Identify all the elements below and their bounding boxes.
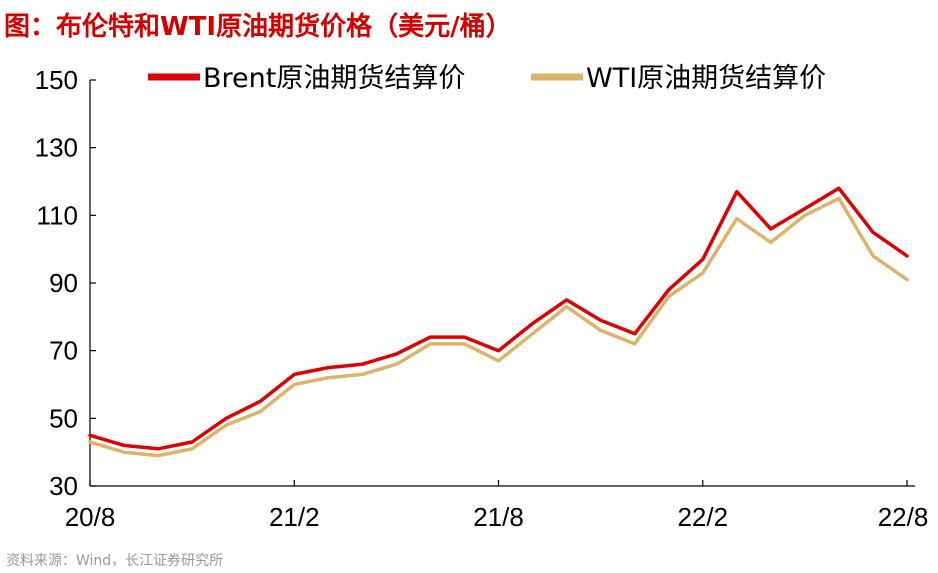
legend: Brent原油期货结算价 WTI原油期货结算价	[148, 63, 826, 94]
y-tick-label: 30	[49, 471, 78, 501]
y-tick-label: 50	[49, 403, 78, 433]
series-line-wti	[88, 196, 909, 458]
x-tick-label: 21/8	[473, 502, 524, 532]
series-line-brent	[88, 186, 909, 451]
legend-label-wti: WTI原油期货结算价	[586, 63, 826, 94]
x-tick-label: 20/8	[65, 502, 116, 532]
x-tick-label: 21/2	[269, 502, 320, 532]
x-tick-label: 22/8	[878, 502, 929, 532]
series-lines	[88, 186, 909, 458]
y-tick-label: 130	[35, 133, 78, 163]
y-tick-label: 90	[49, 268, 78, 298]
legend-label-brent: Brent原油期货结算价	[203, 63, 465, 94]
x-axis: 20/8 21/2 21/8 22/2 22/8	[65, 480, 929, 532]
y-axis: 30 50 70 90 110 130 150	[35, 65, 96, 501]
y-tick-label: 110	[37, 200, 78, 230]
chart-title: 图：布伦特和WTI原油期货价格（美元/桶）	[4, 12, 512, 42]
y-tick-label: 150	[35, 65, 78, 95]
y-tick-label: 70	[49, 336, 78, 366]
x-tick-label: 22/2	[677, 502, 728, 532]
source-note: 资料来源：Wind，长江证券研究所	[6, 553, 224, 569]
